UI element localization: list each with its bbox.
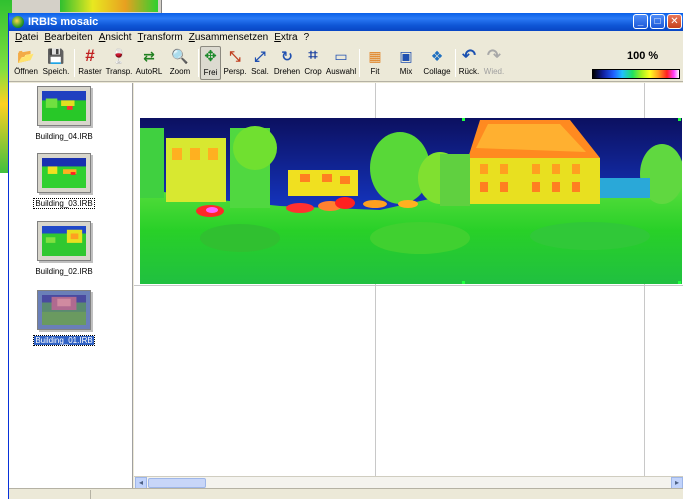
- transparency-button[interactable]: 🍷 Transp.: [105, 48, 133, 76]
- thermal-mosaic-image[interactable]: [140, 118, 682, 284]
- toolbar: 📂 Öffnen 💾 Speich. # Raster 🍷 Transp. ⇄ …: [9, 44, 683, 82]
- menu-bearbeiten[interactable]: Bearbeiten: [44, 32, 93, 43]
- selection-button[interactable]: ▭ Auswahl: [325, 48, 357, 76]
- mix-icon: ▣: [399, 48, 413, 64]
- perspective-button[interactable]: ⤡ Persp.: [223, 48, 247, 76]
- title-bar[interactable]: IRBIS mosaic _ □ ✕: [9, 13, 683, 31]
- thumbnail-image: [37, 290, 91, 330]
- close-button[interactable]: ✕: [667, 14, 682, 29]
- undo-button[interactable]: ↶ Rück.: [458, 46, 480, 77]
- page-gridline: [134, 285, 683, 286]
- grid-icon: #: [85, 46, 95, 65]
- thumbnail-image: [37, 86, 91, 126]
- status-bar: [9, 488, 683, 499]
- thumbnail-image: [37, 153, 91, 193]
- scale-button[interactable]: ⤢ Scal.: [251, 48, 269, 76]
- free-move-icon: ✥: [204, 48, 217, 65]
- menu-bar: Datei Bearbeiten Ansicht Transform Zusam…: [9, 31, 683, 44]
- app-icon: [12, 16, 24, 28]
- thumbnail-item[interactable]: Building_02.IRB: [35, 221, 93, 276]
- scale-icon: ⤢: [254, 48, 266, 64]
- magnifier-icon: 🔍: [171, 48, 189, 64]
- horizontal-scrollbar[interactable]: ◂ ▸: [134, 476, 683, 489]
- window-title: IRBIS mosaic: [28, 16, 99, 28]
- zoom-level: 100 %: [627, 50, 659, 62]
- thumbnail-panel: Building_04.IRB Building_03.IRB: [9, 83, 133, 488]
- rotate-icon: ↻: [281, 48, 293, 64]
- rotate-button[interactable]: ↻ Drehen: [273, 48, 301, 76]
- thumbnail-image: [37, 221, 91, 261]
- main-window: IRBIS mosaic _ □ ✕ Datei Bearbeiten Ansi…: [8, 13, 683, 499]
- raster-button[interactable]: # Raster: [78, 46, 102, 77]
- thumbnail-item[interactable]: Building_03.IRB: [33, 153, 95, 209]
- collage-button[interactable]: ❖ Collage: [423, 48, 451, 76]
- menu-extra[interactable]: Extra: [274, 32, 298, 43]
- crop-button[interactable]: ⌗ Crop: [304, 47, 322, 76]
- redo-button[interactable]: ↷ Wied.: [483, 46, 505, 77]
- fit-icon: ▦: [368, 48, 382, 64]
- minimize-button[interactable]: _: [633, 14, 648, 29]
- save-button[interactable]: 💾 Speich.: [42, 48, 70, 76]
- scroll-thumb[interactable]: [148, 478, 206, 488]
- free-move-button[interactable]: ✥ Frei: [200, 46, 221, 80]
- goblet-icon: 🍷: [110, 48, 128, 64]
- open-folder-icon: 📂: [17, 48, 35, 64]
- undo-icon: ↶: [461, 46, 477, 65]
- zoom-button[interactable]: 🔍 Zoom: [169, 48, 191, 76]
- menu-transform[interactable]: Transform: [137, 32, 183, 43]
- thumbnail-item[interactable]: Building_04.IRB: [35, 86, 93, 141]
- mix-button[interactable]: ▣ Mix: [391, 46, 421, 80]
- window-controls: _ □ ✕: [633, 14, 682, 29]
- save-disk-icon: 💾: [47, 48, 65, 64]
- crop-icon: ⌗: [308, 47, 318, 64]
- collage-icon: ❖: [430, 48, 444, 64]
- thumbnail-item-selected[interactable]: Building_01.IRB: [33, 290, 95, 346]
- auto-align-icon: ⇄: [143, 48, 155, 64]
- redo-icon: ↷: [486, 46, 502, 65]
- status-pane: [9, 490, 91, 499]
- mosaic-canvas[interactable]: [134, 83, 683, 476]
- maximize-button[interactable]: □: [650, 14, 665, 29]
- selection-icon: ▭: [334, 48, 348, 64]
- autorl-button[interactable]: ⇄ AutoRL: [135, 48, 163, 76]
- menu-zusammensetzen[interactable]: Zusammensetzen: [188, 32, 269, 43]
- fit-button[interactable]: ▦ Fit: [361, 46, 389, 80]
- menu-datei[interactable]: Datei: [15, 32, 39, 43]
- menu-help[interactable]: ?: [303, 32, 310, 43]
- color-palette-bar[interactable]: [592, 69, 680, 79]
- menu-ansicht[interactable]: Ansicht: [98, 32, 132, 43]
- status-pane: [91, 490, 683, 499]
- open-button[interactable]: 📂 Öffnen: [14, 48, 38, 76]
- background-window-image: [60, 0, 158, 12]
- perspective-icon: ⤡: [229, 48, 241, 64]
